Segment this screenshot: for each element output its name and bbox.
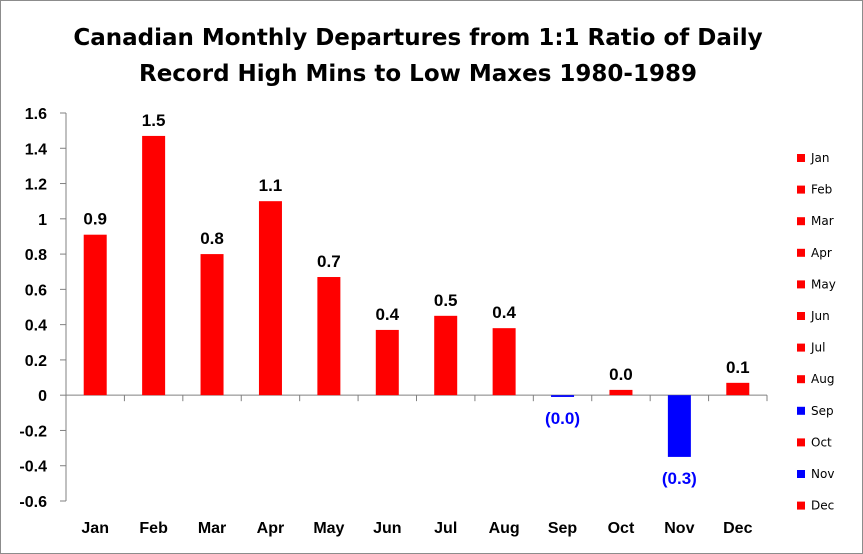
data-label-jan: 0.9 <box>83 210 107 229</box>
y-tick-label: -0.4 <box>19 459 47 476</box>
legend-item-nov: Nov <box>797 467 834 481</box>
y-tick-label: 0.2 <box>25 353 47 370</box>
y-tick-label: 1 <box>38 212 47 229</box>
legend-label: May <box>811 277 836 291</box>
legend-swatch <box>797 280 805 289</box>
legend-swatch <box>797 185 805 194</box>
legend-item-aug: Aug <box>797 372 834 386</box>
y-tick-label: 1.6 <box>25 106 47 123</box>
legend-item-oct: Oct <box>797 435 832 449</box>
legend-item-apr: Apr <box>797 246 832 260</box>
legend-swatch <box>797 217 805 226</box>
legend-item-jun: Jun <box>797 309 830 323</box>
y-tick-label: 0.4 <box>25 318 47 335</box>
legend-label: Oct <box>811 435 832 449</box>
y-tick-label: 0.6 <box>25 282 47 299</box>
legend-swatch <box>797 154 805 162</box>
x-tick-label: Jan <box>81 520 109 537</box>
legend-swatch <box>797 406 805 415</box>
y-tick-label: 0.8 <box>25 247 47 264</box>
data-label-feb: 1.5 <box>142 111 166 130</box>
legend-label: Feb <box>811 183 832 197</box>
bar-jun <box>375 329 399 396</box>
legend-item-may: May <box>797 277 836 291</box>
legend-label: Jul <box>810 341 825 355</box>
legend-item-sep: Sep <box>797 404 834 418</box>
x-tick-label: Dec <box>723 520 752 537</box>
legend-label: Nov <box>811 467 834 481</box>
bar-apr <box>258 201 282 396</box>
legend-label: Aug <box>811 372 834 386</box>
legend-label: Apr <box>811 246 832 260</box>
legend-label: Jun <box>810 309 830 323</box>
y-tick-label: 0 <box>38 388 47 405</box>
x-tick-label: Jul <box>434 520 457 537</box>
data-label-aug: 0.4 <box>492 303 516 322</box>
x-tick-label: Sep <box>548 520 578 537</box>
bar-dec <box>726 382 750 396</box>
legend: Jan Feb Mar Apr May Jun Jul Aug Sep Oct Nov Dec <box>797 151 836 513</box>
x-tick-label: Jun <box>373 520 401 537</box>
data-label-sep: (0.0) <box>545 409 580 428</box>
y-tick-label: -0.2 <box>19 423 47 440</box>
chart-title: Canadian Monthly Departures from 1:1 Rat… <box>73 25 762 87</box>
data-label-jun: 0.4 <box>375 305 399 324</box>
legend-label: Dec <box>811 499 834 513</box>
legend-swatch <box>797 438 805 447</box>
bar-jul <box>434 315 458 396</box>
data-label-mar: 0.8 <box>200 229 224 248</box>
data-label-nov: (0.3) <box>662 469 697 488</box>
bar-may <box>317 277 341 396</box>
x-tick-label: Oct <box>608 520 635 537</box>
data-label-dec: 0.1 <box>726 358 750 377</box>
legend-item-mar: Mar <box>797 214 834 228</box>
legend-item-jan: Jan <box>797 151 830 165</box>
bar-oct <box>609 389 633 396</box>
y-tick-label: -0.6 <box>19 494 47 511</box>
chart-title-line-1: Canadian Monthly Departures from 1:1 Rat… <box>73 25 762 51</box>
bar-sep <box>551 395 575 397</box>
x-tick-label: May <box>313 520 344 537</box>
chart-title-line-2: Record High Mins to Low Maxes 1980-1989 <box>139 61 697 87</box>
bar-nov <box>667 395 691 457</box>
bar-mar <box>200 254 224 396</box>
legend-label: Jan <box>810 151 830 165</box>
bar-jan <box>83 234 107 396</box>
data-label-apr: 1.1 <box>259 176 283 195</box>
x-tick-label: Feb <box>139 520 168 537</box>
plot-area: 1.6 1.4 1.2 1 0.8 0.6 0.4 0.2 0 -0.2 -0.4 -0.6 0.9 Ja… <box>19 106 768 537</box>
legend-swatch <box>797 343 805 352</box>
y-tick-label: 1.2 <box>25 177 47 194</box>
x-tick-label: Apr <box>257 520 285 537</box>
bar-aug <box>492 328 516 396</box>
legend-swatch <box>797 248 805 257</box>
legend-swatch <box>797 501 805 510</box>
legend-item-jul: Jul <box>797 341 825 355</box>
legend-item-dec: Dec <box>797 499 834 513</box>
data-label-jul: 0.5 <box>434 291 458 310</box>
y-tick-label: 1.4 <box>25 141 47 158</box>
x-tick-label: Aug <box>489 520 520 537</box>
data-label-oct: 0.0 <box>609 365 633 384</box>
legend-label: Sep <box>811 404 834 418</box>
bar-feb <box>142 135 166 396</box>
legend-swatch <box>797 375 805 384</box>
legend-swatch <box>797 470 805 478</box>
x-tick-label: Nov <box>664 520 694 537</box>
legend-item-feb: Feb <box>797 183 832 197</box>
x-tick-label: Mar <box>198 520 226 537</box>
data-label-may: 0.7 <box>317 252 341 271</box>
legend-label: Mar <box>811 214 834 228</box>
legend-swatch <box>797 312 805 320</box>
